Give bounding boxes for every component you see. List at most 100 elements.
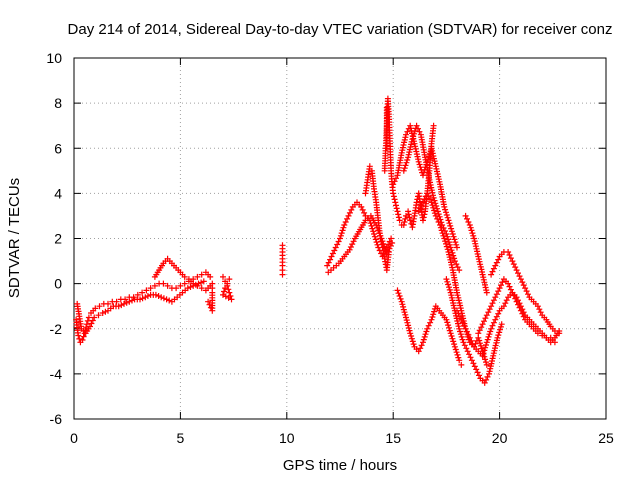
data-point bbox=[462, 212, 469, 219]
data-point bbox=[80, 333, 87, 340]
data-point bbox=[378, 241, 385, 248]
data-point bbox=[395, 290, 402, 297]
data-point bbox=[385, 249, 392, 255]
data-point bbox=[534, 303, 541, 310]
data-point bbox=[490, 297, 497, 304]
data-point bbox=[378, 238, 385, 245]
data-point bbox=[509, 258, 516, 265]
data-point bbox=[488, 271, 495, 278]
data-point bbox=[483, 359, 489, 366]
data-point bbox=[410, 341, 417, 348]
data-point bbox=[495, 332, 502, 339]
data-point bbox=[369, 225, 376, 232]
data-point bbox=[409, 338, 416, 345]
data-point bbox=[483, 376, 490, 383]
data-point bbox=[335, 238, 342, 245]
data-point bbox=[181, 280, 188, 287]
data-point bbox=[471, 363, 478, 370]
data-point bbox=[220, 273, 226, 280]
data-point bbox=[345, 212, 352, 219]
data-point bbox=[181, 273, 188, 280]
data-point bbox=[408, 335, 415, 342]
data-point bbox=[328, 253, 335, 260]
data-point bbox=[453, 349, 460, 356]
data-point bbox=[370, 228, 377, 235]
data-point bbox=[75, 332, 82, 339]
data-point bbox=[366, 163, 373, 170]
data-point bbox=[95, 312, 102, 319]
data-point bbox=[118, 302, 125, 309]
x-tick-label: 25 bbox=[598, 430, 614, 446]
data-point bbox=[164, 282, 171, 289]
data-point bbox=[76, 335, 83, 342]
data-point bbox=[551, 339, 558, 346]
data-point bbox=[556, 330, 563, 337]
data-point bbox=[445, 217, 452, 224]
data-point bbox=[442, 238, 449, 245]
data-point bbox=[485, 333, 492, 340]
data-point bbox=[422, 331, 429, 338]
data-point bbox=[443, 209, 449, 216]
data-point bbox=[431, 210, 438, 217]
data-point bbox=[327, 256, 334, 263]
data-point bbox=[454, 351, 461, 358]
data-point bbox=[473, 366, 480, 373]
data-point bbox=[417, 164, 424, 171]
data-point bbox=[498, 321, 505, 328]
data-point bbox=[105, 300, 111, 307]
data-point bbox=[420, 214, 427, 221]
chart-title: Day 214 of 2014, Sidereal Day-to-day VTE… bbox=[68, 21, 613, 38]
data-point bbox=[391, 196, 398, 203]
data-point bbox=[456, 325, 463, 332]
data-point bbox=[99, 310, 106, 316]
data-point bbox=[523, 288, 530, 295]
data-point bbox=[430, 311, 437, 318]
data-point bbox=[397, 295, 404, 302]
data-point bbox=[488, 325, 495, 332]
data-point bbox=[443, 212, 450, 218]
data-point bbox=[400, 303, 407, 310]
data-point bbox=[409, 136, 416, 143]
data-point bbox=[536, 306, 543, 313]
data-point bbox=[449, 335, 456, 342]
data-point bbox=[443, 243, 450, 250]
data-point bbox=[448, 333, 455, 339]
data-point bbox=[394, 287, 401, 294]
data-point bbox=[377, 235, 384, 242]
data-point bbox=[438, 227, 445, 234]
data-point bbox=[207, 273, 214, 280]
data-point bbox=[144, 293, 151, 299]
data-point bbox=[177, 282, 184, 289]
data-point bbox=[279, 271, 286, 278]
data-point bbox=[331, 247, 338, 254]
data-point bbox=[506, 252, 513, 258]
data-point bbox=[506, 283, 513, 290]
data-point bbox=[455, 354, 462, 361]
data-point bbox=[394, 208, 401, 215]
data-point bbox=[423, 328, 430, 335]
data-point bbox=[479, 321, 486, 328]
data-point bbox=[489, 322, 496, 329]
data-point bbox=[415, 158, 422, 165]
data-point bbox=[482, 315, 489, 322]
data-point bbox=[446, 220, 453, 227]
data-point bbox=[493, 291, 500, 298]
data-point bbox=[502, 300, 509, 307]
data-point bbox=[205, 298, 212, 305]
data-point bbox=[190, 280, 197, 287]
data-point bbox=[449, 249, 456, 256]
data-point bbox=[401, 219, 408, 225]
data-point bbox=[467, 354, 474, 361]
data-point bbox=[444, 319, 451, 326]
data-point bbox=[487, 328, 494, 335]
data-point bbox=[407, 330, 414, 337]
data-point bbox=[458, 333, 465, 340]
data-point bbox=[350, 238, 357, 245]
data-point bbox=[152, 291, 159, 298]
data-point bbox=[451, 341, 458, 348]
data-point bbox=[393, 202, 399, 209]
data-point bbox=[390, 193, 397, 200]
data-point bbox=[429, 314, 436, 320]
data-point bbox=[221, 288, 227, 295]
data-point bbox=[449, 231, 456, 237]
